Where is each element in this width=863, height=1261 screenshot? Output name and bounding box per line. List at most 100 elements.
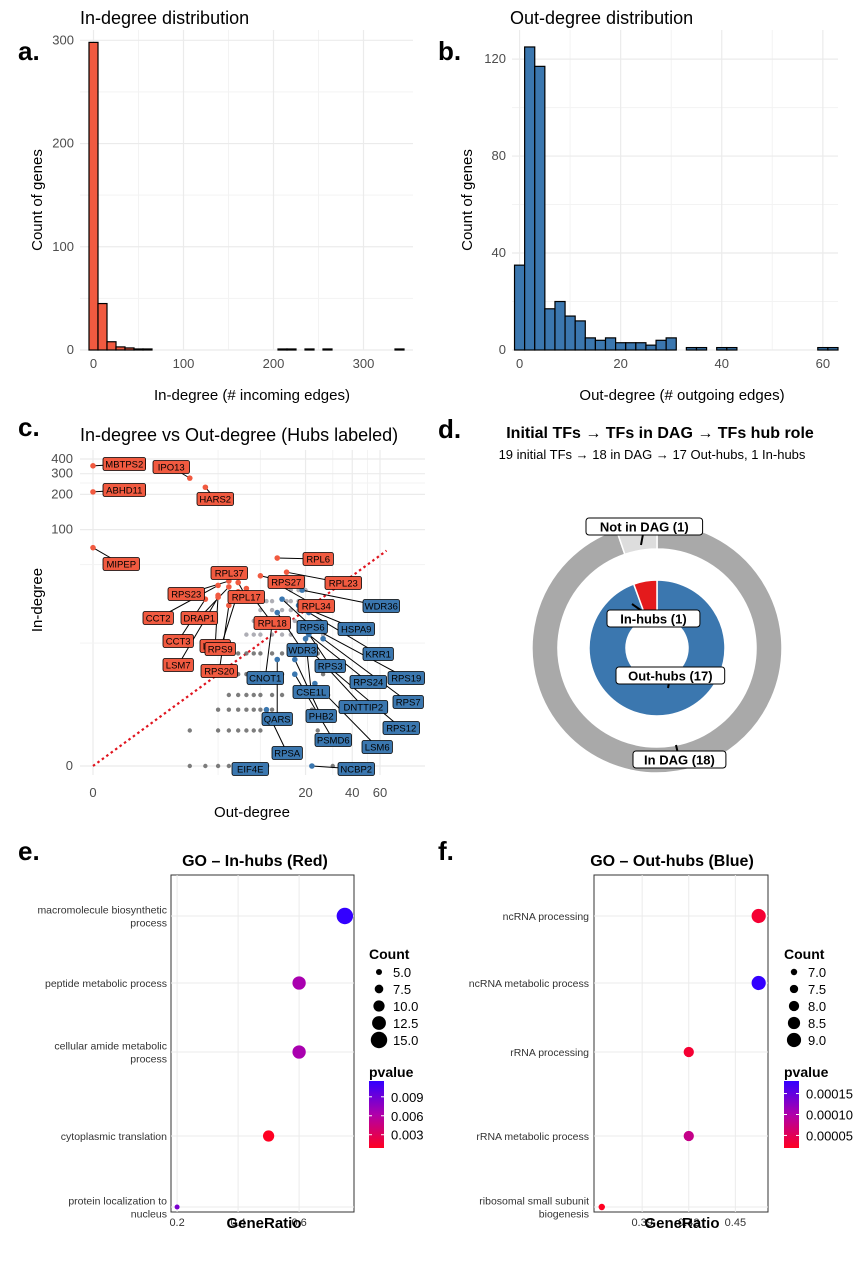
in-hub-label-box bbox=[196, 492, 234, 506]
size-legend-label: 5.0 bbox=[393, 965, 411, 980]
histogram-bar bbox=[524, 46, 536, 351]
size-legend-dot bbox=[787, 1016, 801, 1030]
donut-label-box bbox=[585, 517, 704, 536]
color-legend-label: 0.006 bbox=[391, 1109, 424, 1124]
donut-label: Not in DAG (1) bbox=[600, 520, 689, 535]
in-hub-label: LSM7 bbox=[166, 661, 191, 672]
chart-e-title: GO – In-hubs (Red) bbox=[182, 853, 328, 870]
out-hub-point bbox=[309, 763, 315, 769]
in-hub-label-box bbox=[102, 457, 146, 471]
go-term-point bbox=[262, 1130, 275, 1142]
size-legend-dot bbox=[790, 968, 798, 976]
out-hub-point bbox=[320, 635, 326, 642]
x-tick-label: 0.4 bbox=[230, 1217, 245, 1229]
size-legend-dot bbox=[374, 984, 384, 994]
out-hub-label: RPS24 bbox=[353, 678, 383, 689]
size-legend-label: 9.0 bbox=[808, 1033, 826, 1048]
background-gene-point bbox=[292, 618, 297, 624]
in-hub-label: RPS23 bbox=[171, 590, 201, 601]
size-legend-dot bbox=[375, 968, 383, 976]
histogram-bar bbox=[544, 308, 556, 351]
go-term-label: ncRNA processing bbox=[503, 911, 590, 923]
in-hub-label-box bbox=[162, 658, 194, 672]
histogram-bar bbox=[584, 337, 596, 351]
background-gene-point bbox=[258, 632, 263, 637]
go-term-label: process bbox=[130, 918, 167, 930]
in-hub-label-box bbox=[227, 590, 265, 604]
size-legend-dot bbox=[372, 1016, 386, 1030]
background-gene-point bbox=[226, 692, 232, 698]
background-gene-point bbox=[251, 728, 256, 733]
go-in-hubs-dotplot: GO – In-hubs (Red) macromolecule biosynt… bbox=[37, 853, 423, 1232]
in-degree-histogram: In-degree distribution 0 100 200 300 0 100 200… bbox=[29, 8, 413, 404]
in-hub-label: RPL6 bbox=[306, 555, 330, 566]
histogram-bar bbox=[594, 339, 607, 351]
x-tick-label: 40 bbox=[345, 785, 359, 800]
background-gene-point bbox=[226, 707, 232, 712]
histogram-bar bbox=[534, 65, 546, 351]
chart-c-ylabel: In-degree bbox=[29, 568, 46, 632]
background-gene-point bbox=[215, 707, 221, 712]
in-hub-label-box bbox=[297, 599, 335, 613]
color-legend-label: 0.00005 bbox=[806, 1128, 853, 1143]
background-gene-point bbox=[269, 651, 275, 656]
go-term-label: cellular amide metabolic bbox=[54, 1041, 167, 1053]
in-hub-label: RPL18 bbox=[258, 619, 287, 630]
background-gene-point bbox=[251, 632, 256, 637]
in-hub-point bbox=[283, 569, 290, 575]
go-term-label: macromolecule biosynthetic bbox=[37, 905, 167, 917]
out-hub-label: HSPA9 bbox=[341, 625, 371, 636]
size-legend-dot bbox=[786, 1032, 802, 1048]
histogram-bar bbox=[817, 346, 829, 351]
color-legend-label: 0.009 bbox=[391, 1090, 424, 1105]
in-hub-label: ABHD11 bbox=[106, 486, 142, 497]
size-legend-title: Count bbox=[784, 946, 825, 962]
background-gene-point bbox=[279, 651, 285, 656]
go-term-label: rRNA metabolic process bbox=[476, 1131, 589, 1143]
y-tick-label: 120 bbox=[484, 51, 506, 66]
x-tick-label: 0 bbox=[516, 356, 523, 371]
size-legend-label: 10.0 bbox=[393, 999, 418, 1014]
out-hub-label-box bbox=[296, 620, 328, 634]
out-hub-label-box bbox=[387, 671, 425, 685]
histogram-bar bbox=[625, 342, 637, 351]
in-hub-label: RPL34 bbox=[302, 602, 331, 613]
chart-f-xlabel: GeneRatio bbox=[644, 1215, 719, 1232]
size-legend-label: 12.5 bbox=[393, 1016, 418, 1031]
background-gene-point bbox=[264, 598, 269, 604]
background-gene-point bbox=[244, 632, 249, 637]
background-gene-point bbox=[251, 707, 256, 712]
plot-panel-border bbox=[170, 874, 355, 1213]
in-hub-point bbox=[90, 544, 96, 551]
y-tick-label: 100 bbox=[52, 239, 74, 254]
size-legend-label: 8.5 bbox=[808, 1016, 826, 1031]
chart-c-title: In-degree vs Out-degree (Hubs labeled) bbox=[80, 425, 398, 445]
background-gene-point bbox=[279, 607, 285, 613]
degree-scatter: In-degree vs Out-degree (Hubs labeled) M… bbox=[29, 425, 425, 821]
panel-letter-e: e. bbox=[18, 836, 40, 866]
in-hub-label-box bbox=[210, 566, 248, 580]
y-tick-label: 0 bbox=[66, 758, 73, 773]
go-term-point bbox=[292, 976, 306, 990]
x-tick-label: 0.45 bbox=[725, 1217, 746, 1229]
y-tick-label: 0 bbox=[499, 342, 506, 357]
histogram-bar bbox=[277, 348, 288, 351]
out-hub-label-box bbox=[337, 762, 375, 776]
out-hub-label-box bbox=[349, 675, 387, 689]
histogram-bar bbox=[604, 337, 617, 351]
in-hub-label-box bbox=[162, 634, 194, 648]
donut-label: In DAG (18) bbox=[644, 753, 715, 768]
go-term-label: rRNA processing bbox=[510, 1047, 589, 1059]
go-out-hubs-dotplot: GO – Out-hubs (Blue) ncRNA processing ncR… bbox=[469, 853, 853, 1232]
out-hub-label-box bbox=[392, 695, 424, 709]
out-hub-label: PHB2 bbox=[309, 712, 334, 723]
x-tick-label: 0.39 bbox=[631, 1217, 652, 1229]
out-hub-label: KRR1 bbox=[366, 650, 391, 661]
x-tick-label: 0.2 bbox=[169, 1217, 184, 1229]
out-hub-leader-line bbox=[264, 623, 273, 679]
in-hub-label: RPS27 bbox=[271, 578, 301, 589]
background-gene-point bbox=[244, 651, 249, 656]
size-legend-label: 7.5 bbox=[393, 982, 411, 997]
in-hub-point bbox=[274, 555, 281, 561]
